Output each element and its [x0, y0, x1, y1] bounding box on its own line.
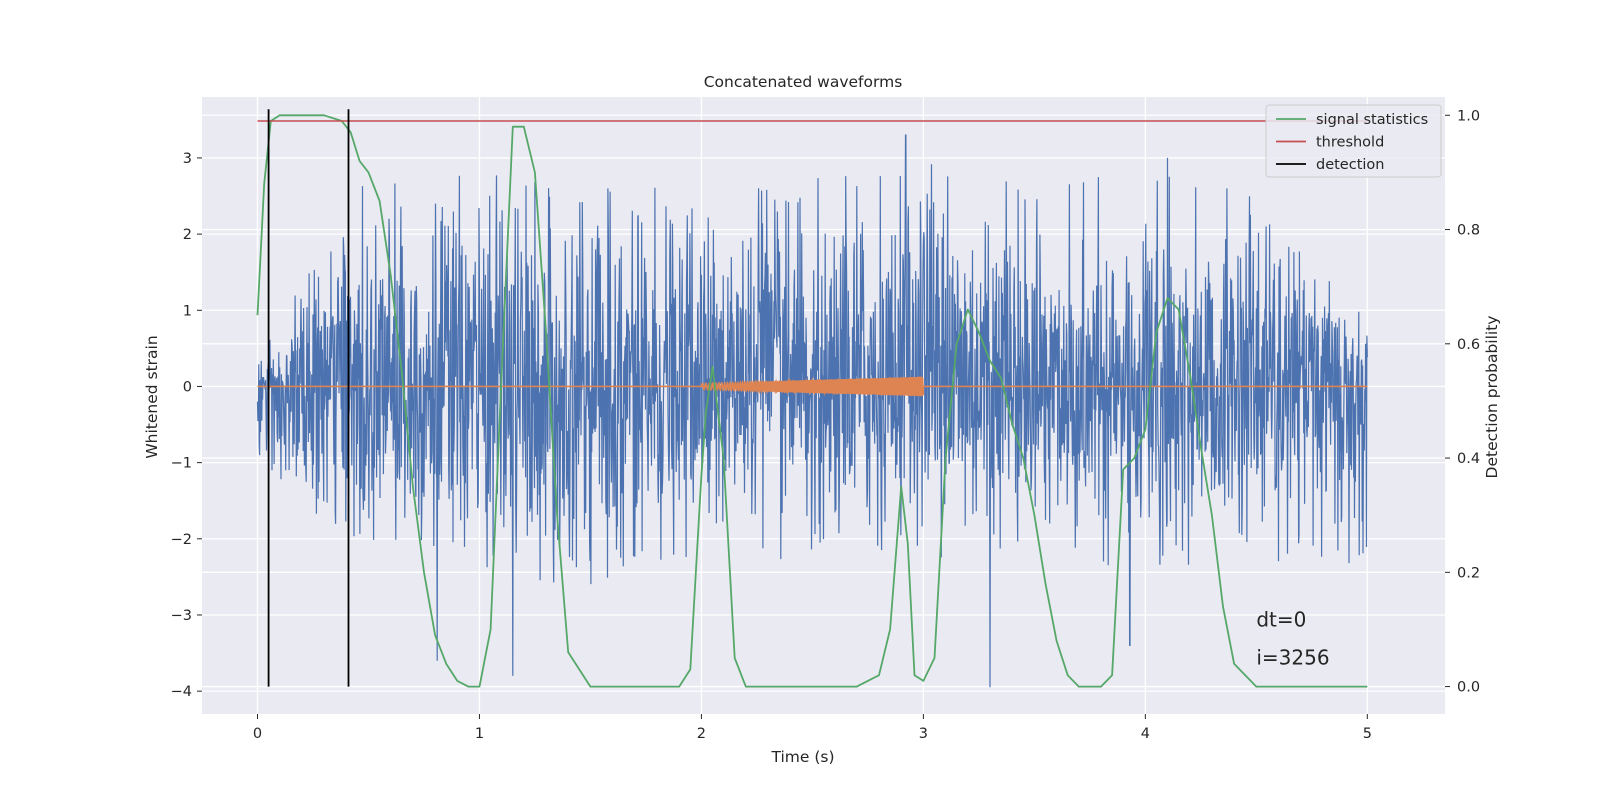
x-tick-label-4: 4 [1141, 726, 1150, 742]
legend-label-1: threshold [1316, 135, 1384, 151]
x-tick-label-2: 2 [697, 726, 706, 742]
y-tick-label-3: −1 [171, 456, 192, 472]
y2-tick-label-1: 0.2 [1457, 565, 1480, 581]
chart-title: Concatenated waveforms [704, 73, 903, 91]
y-axis-label-right: Detection probability [1483, 316, 1501, 479]
annotation-1: i=3256 [1256, 645, 1329, 669]
x-tick-label-3: 3 [919, 726, 928, 742]
annotation-0: dt=0 [1256, 607, 1306, 631]
y-tick-label-6: 2 [183, 227, 192, 243]
signal-statistics-line [256, 114, 1368, 688]
legend-label-2: detection [1316, 157, 1384, 173]
y-tick-label-4: 0 [183, 379, 192, 395]
y2-tick-label-0: 0.0 [1457, 680, 1480, 696]
x-axis-label: Time (s) [770, 748, 834, 766]
y2-tick-label-2: 0.4 [1457, 451, 1480, 467]
x-tick-label-5: 5 [1363, 726, 1372, 742]
strain-noise-line [256, 134, 1368, 688]
y2-tick-label-4: 0.8 [1457, 223, 1480, 239]
x-tick-label-0: 0 [253, 726, 262, 742]
plot-series [256, 109, 1368, 688]
y-tick-label-1: −3 [171, 608, 192, 624]
y-tick-label-7: 3 [183, 151, 192, 167]
y2-tick-label-3: 0.6 [1457, 337, 1480, 353]
y-axis-label: Whitened strain [143, 335, 161, 458]
legend-box [1265, 104, 1442, 178]
injected-chirp-line [700, 376, 925, 397]
legend-label-0: signal statistics [1316, 112, 1428, 128]
legend: signal statistics threshold detection [1265, 104, 1442, 178]
x-tick-label-1: 1 [475, 726, 484, 742]
y-tick-label-2: −2 [171, 532, 192, 548]
axis-ticks: 0 1 2 3 4 5 −4 −3 −2 −1 0 1 2 3 0.0 0.2 0.4 0.6 0.8 1.0 [171, 108, 1480, 742]
annotations: dt=0 i=3256 [1256, 607, 1329, 669]
y-tick-label-5: 1 [183, 303, 192, 319]
y2-tick-label-5: 1.0 [1457, 108, 1480, 124]
y-tick-label-0: −4 [171, 684, 192, 700]
